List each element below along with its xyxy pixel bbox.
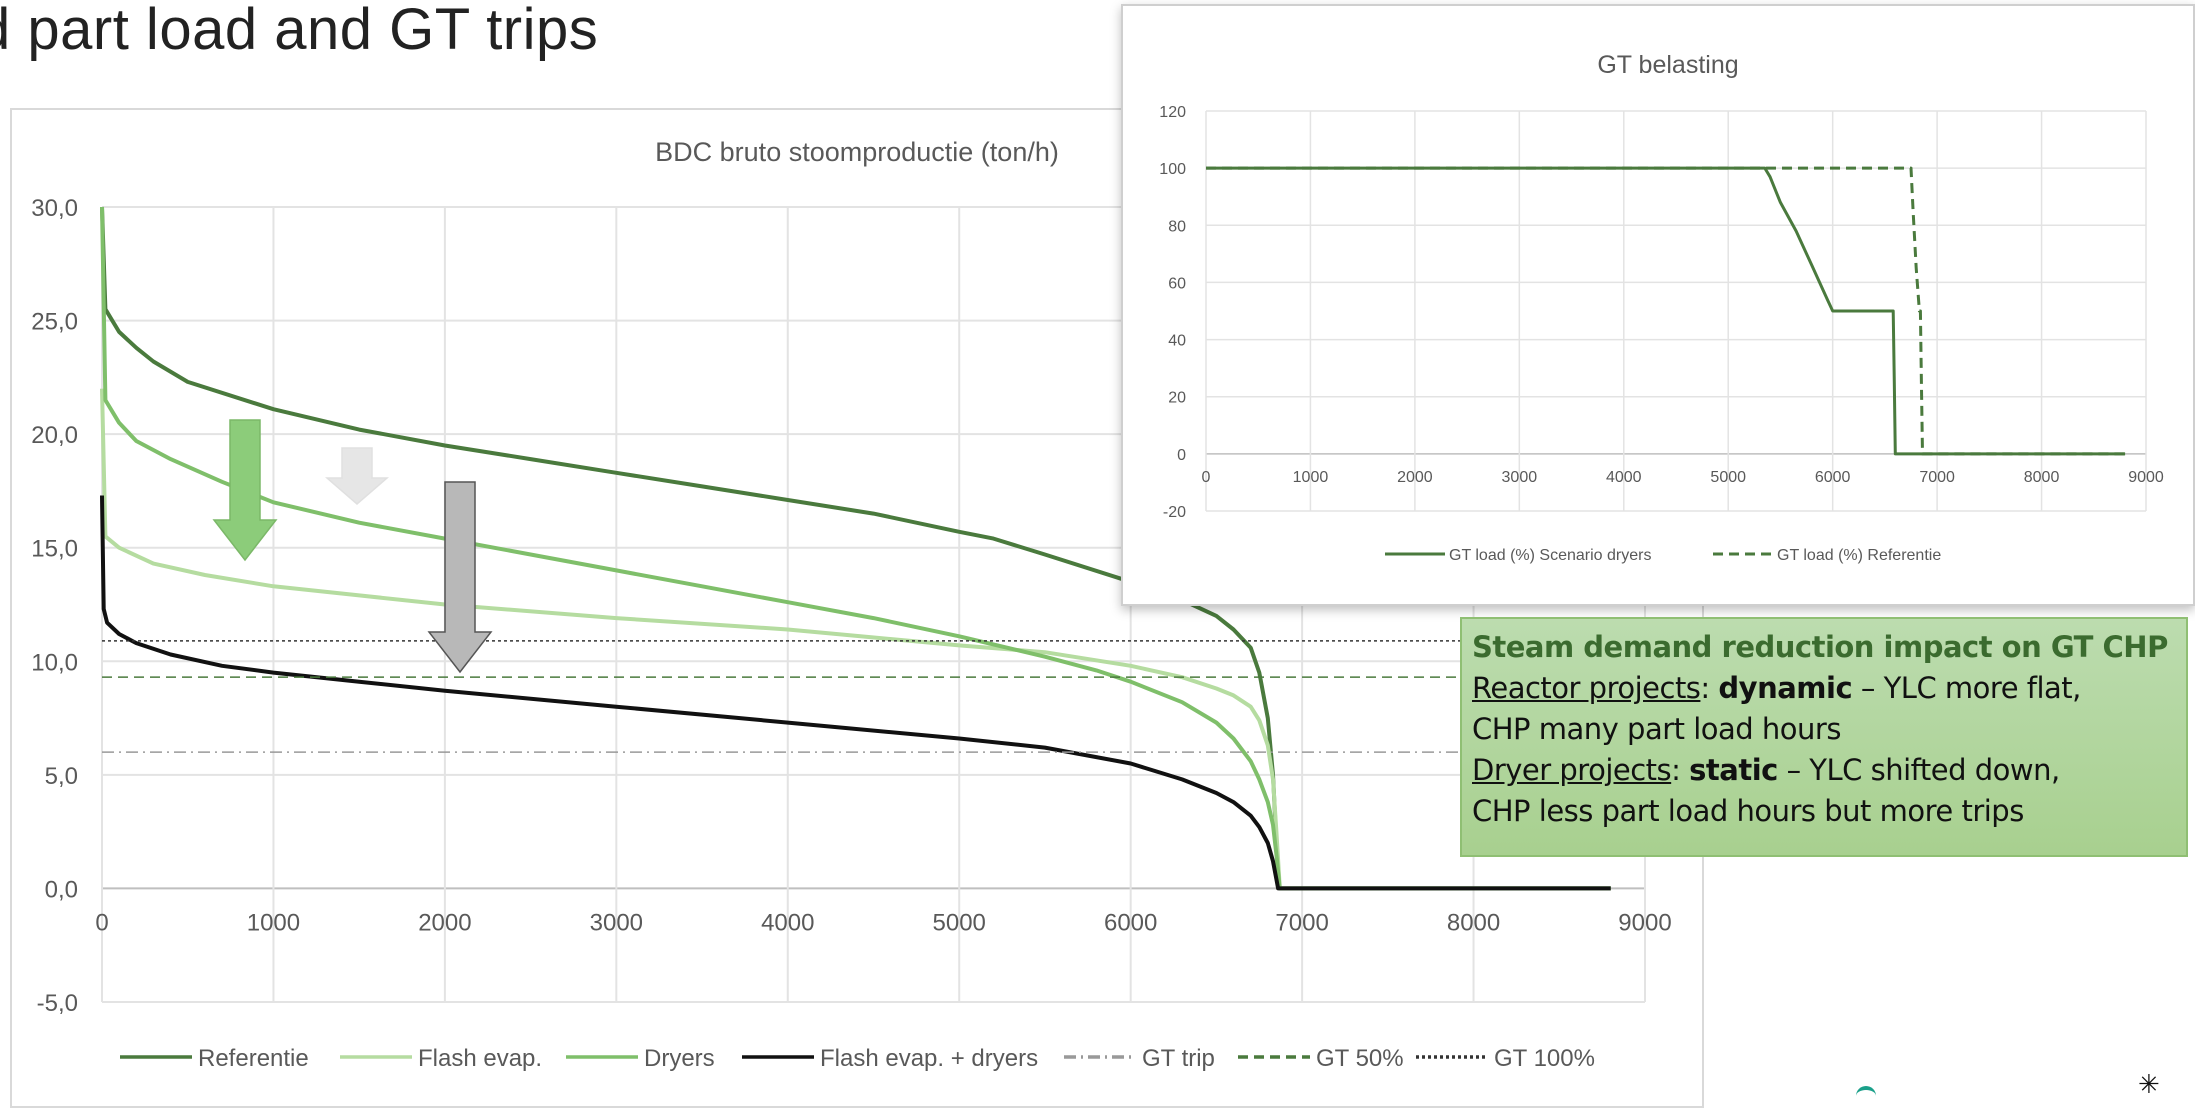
- main-series-line: [100, 495, 1611, 891]
- callout-dynamic: dynamic: [1718, 671, 1853, 705]
- inset-xtick-label: 4000: [1606, 469, 1642, 486]
- inset-xtick-label: 0: [1202, 469, 1211, 486]
- grey-down-arrow-icon: [427, 481, 493, 674]
- callout-line-1-rest: – YLC more flat,: [1852, 671, 2082, 705]
- inset-ytick-label: 0: [1177, 447, 1186, 464]
- main-ytick-label: 5,0: [45, 763, 78, 790]
- green-down-arrow-icon: [212, 419, 278, 562]
- callout-line-3-rest: – YLC shifted down,: [1777, 753, 2061, 787]
- main-series-line: [100, 206, 1611, 891]
- inset-xtick-label: 2000: [1397, 469, 1433, 486]
- main-xtick-label: 2000: [418, 909, 471, 936]
- callout-colon: :: [1671, 753, 1690, 787]
- main-xtick-label: 7000: [1275, 909, 1328, 936]
- main-xtick-label: 9000: [1618, 909, 1671, 936]
- main-legend-label: Flash evap.: [418, 1045, 542, 1072]
- light-down-arrow-icon: [324, 447, 390, 505]
- inset-ytick-label: 100: [1159, 161, 1186, 178]
- callout-line-4: CHP less part load hours but more trips: [1472, 794, 2024, 828]
- main-xtick-label: 0: [95, 909, 108, 936]
- inset-ytick-label: -20: [1163, 504, 1186, 521]
- main-legend-label: Flash evap. + dryers: [820, 1045, 1038, 1072]
- callout-line-3: Dryer projects: static – YLC shifted dow…: [1472, 750, 2176, 791]
- inset-legend-label: GT load (%) Referentie: [1777, 547, 1941, 564]
- inset-ytick-label: 40: [1168, 333, 1186, 350]
- logo-asterisk-icon: ✳: [2138, 1069, 2160, 1099]
- inset-xtick-label: 3000: [1502, 469, 1538, 486]
- logo-mark-icon: [1856, 1086, 1876, 1099]
- inset-chart-title: GT belasting: [1597, 51, 1738, 79]
- main-ytick-label: 10,0: [31, 649, 78, 676]
- main-series-line: [100, 206, 1611, 891]
- callout-box: Steam demand reduction impact on GT CHP …: [1460, 617, 2188, 857]
- main-xtick-label: 8000: [1447, 909, 1500, 936]
- main-legend-label: GT 50%: [1316, 1045, 1404, 1072]
- inset-ytick-label: 20: [1168, 390, 1186, 407]
- main-xtick-label: 5000: [933, 909, 986, 936]
- main-xtick-label: 3000: [590, 909, 643, 936]
- callout-dryer-label: Dryer projects: [1472, 753, 1672, 787]
- main-xtick-label: 4000: [761, 909, 814, 936]
- main-legend-label: Dryers: [644, 1045, 715, 1072]
- main-legend-label: Referentie: [198, 1045, 309, 1072]
- inset-chart: GT belasting -20 0 20 40 60 80 100 120 0 1000 2000 3…: [1159, 51, 2164, 564]
- callout-line-1: Reactor projects: dynamic – YLC more fla…: [1472, 668, 2176, 709]
- inset-xtick-label: 8000: [2024, 469, 2060, 486]
- inset-series-line: [1206, 166, 2126, 456]
- inset-xtick-label: 9000: [2128, 469, 2164, 486]
- inset-xtick-label: 1000: [1293, 469, 1329, 486]
- inset-ytick-label: 120: [1159, 104, 1186, 121]
- callout-static: static: [1689, 753, 1778, 787]
- main-ytick-label: 20,0: [31, 422, 78, 449]
- main-legend-label: GT 100%: [1494, 1045, 1595, 1072]
- main-xtick-label: 1000: [247, 909, 300, 936]
- inset-chart-frame: GT belasting -20 0 20 40 60 80 100 120 0 1000 2000 3…: [1121, 4, 2195, 606]
- callout-colon: :: [1700, 671, 1719, 705]
- slide-title: d part load and GT trips: [0, 0, 599, 62]
- main-xtick-label: 6000: [1104, 909, 1157, 936]
- main-chart-title: BDC bruto stoomproductie (ton/h): [655, 137, 1059, 167]
- inset-legend-label: GT load (%) Scenario dryers: [1449, 547, 1651, 564]
- main-series-line: [100, 388, 1611, 891]
- main-ytick-label: 0,0: [45, 876, 78, 903]
- main-legend-label: GT trip: [1142, 1045, 1215, 1072]
- callout-heading: Steam demand reduction impact on GT CHP: [1472, 630, 2168, 664]
- inset-series-line: [1206, 166, 2126, 456]
- callout-line-2: CHP many part load hours: [1472, 712, 1841, 746]
- inset-xtick-label: 7000: [1919, 469, 1955, 486]
- main-ytick-label: 15,0: [31, 536, 78, 563]
- main-ytick-label: 30,0: [31, 195, 78, 222]
- main-ytick-label: 25,0: [31, 309, 78, 336]
- main-ytick-label: -5,0: [37, 990, 78, 1017]
- inset-xtick-label: 6000: [1815, 469, 1851, 486]
- inset-xtick-label: 5000: [1710, 469, 1746, 486]
- callout-reactor-label: Reactor projects: [1472, 671, 1701, 705]
- inset-ytick-label: 60: [1168, 275, 1186, 292]
- inset-ytick-label: 80: [1168, 218, 1186, 235]
